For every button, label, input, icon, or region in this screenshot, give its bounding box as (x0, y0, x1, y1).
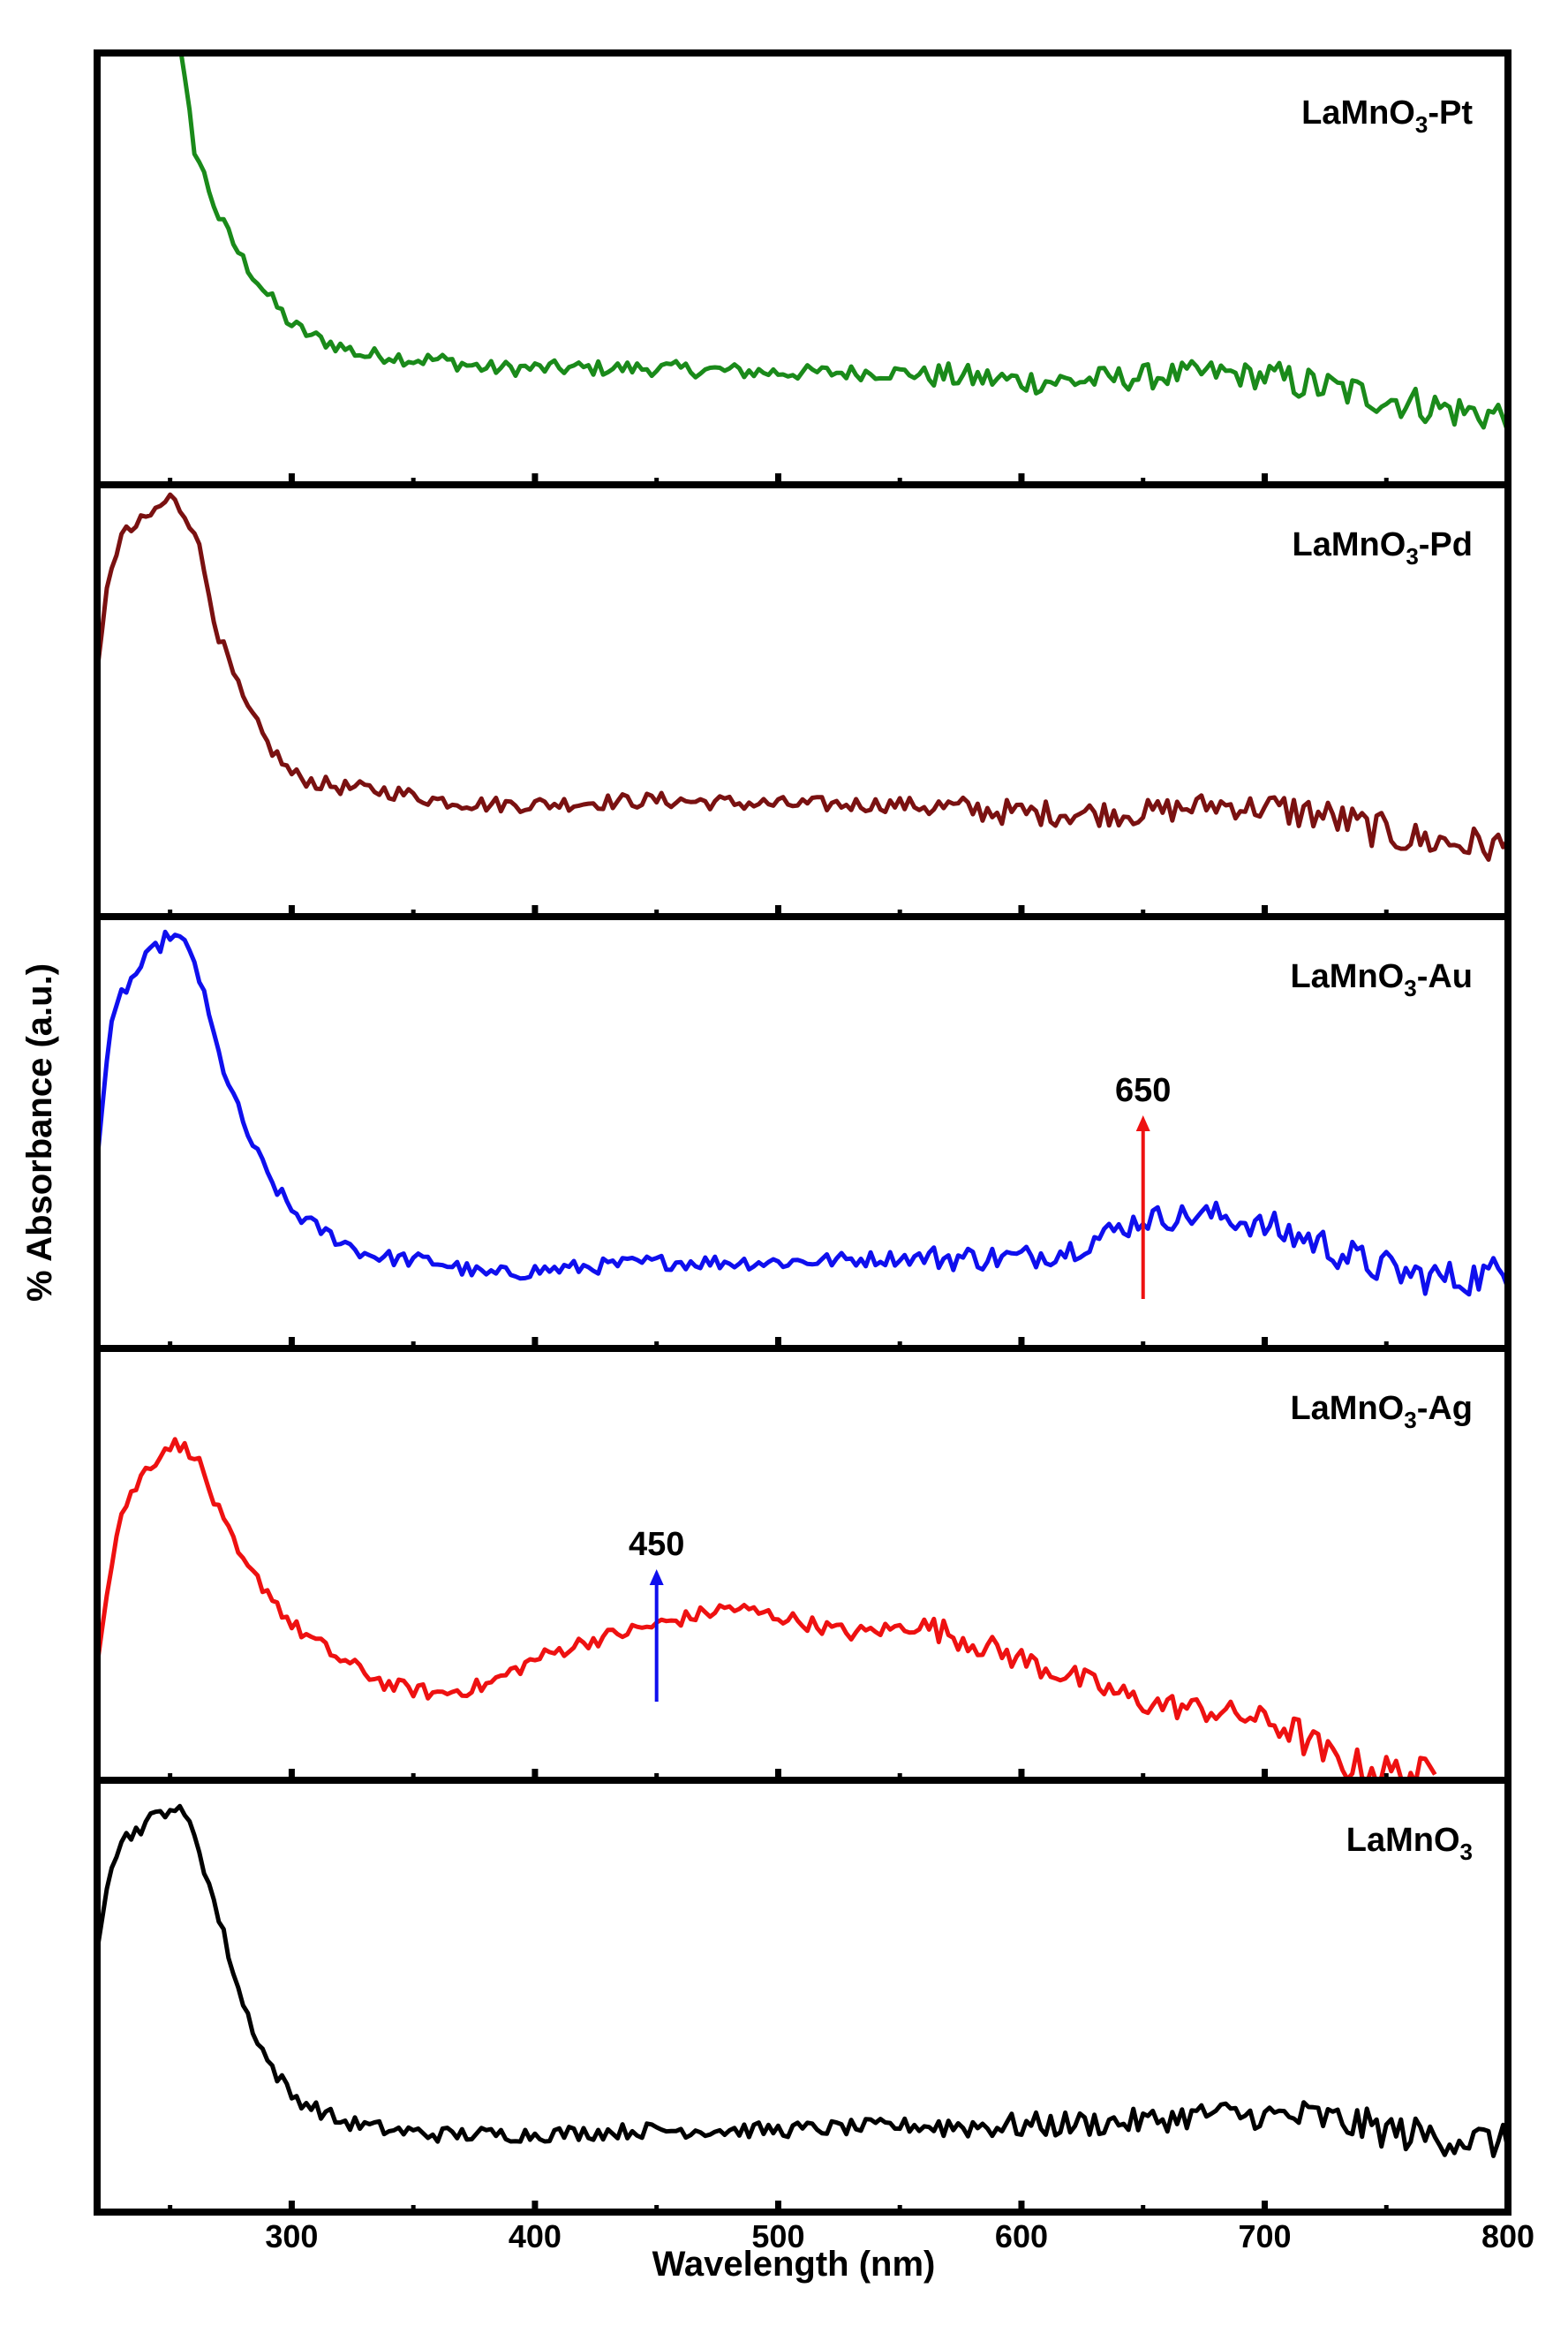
x-tick-label: 400 (509, 2218, 562, 2254)
x-tick-label: 700 (1238, 2218, 1291, 2254)
annotation-label: 650 (1115, 1072, 1171, 1109)
series-label: LaMnO3-Pt (1301, 94, 1473, 138)
panel-lamno3: LaMnO3 (94, 1777, 1511, 2216)
panel-frame-4 (94, 1777, 1511, 2216)
annotation-arrow: 450 (629, 1526, 684, 1702)
x-tick-label: 800 (1481, 2218, 1534, 2254)
series-label: LaMnO3-Ag (1290, 1390, 1473, 1433)
annotation-arrowhead (1135, 1115, 1150, 1131)
data-line-0 (97, 53, 1508, 434)
series-label: LaMnO3-Pd (1293, 526, 1473, 570)
data-line-4 (97, 1803, 1508, 2158)
y-axis-label: % Absorbance (a.u.) (20, 963, 59, 1302)
data-line-1 (97, 492, 1508, 862)
annotations-layer: 650 450 (629, 1072, 1171, 1702)
data-line-3 (97, 1437, 1437, 1780)
x-tick-label: 500 (751, 2218, 804, 2254)
series-label: LaMnO3 (1346, 1822, 1473, 1865)
x-axis-label: Wavelength (nm) (652, 2245, 936, 2284)
x-tick-label: 300 (265, 2218, 318, 2254)
panel-lamno3-pd: LaMnO3-Pd (94, 481, 1511, 920)
data-line-2 (97, 929, 1508, 1297)
panel-lamno3-ag: LaMnO3-Ag (94, 1345, 1511, 1784)
panel-lamno3-pt: LaMnO3-Pt (94, 49, 1511, 488)
series-label: LaMnO3-Au (1290, 958, 1473, 1001)
panel-frame-0 (94, 49, 1511, 488)
annotation-arrow: 650 (1115, 1072, 1171, 1299)
panel-lamno3-au: LaMnO3-Au (94, 913, 1511, 1352)
annotation-label: 450 (629, 1526, 684, 1563)
annotation-arrowhead (649, 1569, 664, 1585)
x-tick-label: 600 (995, 2218, 1048, 2254)
